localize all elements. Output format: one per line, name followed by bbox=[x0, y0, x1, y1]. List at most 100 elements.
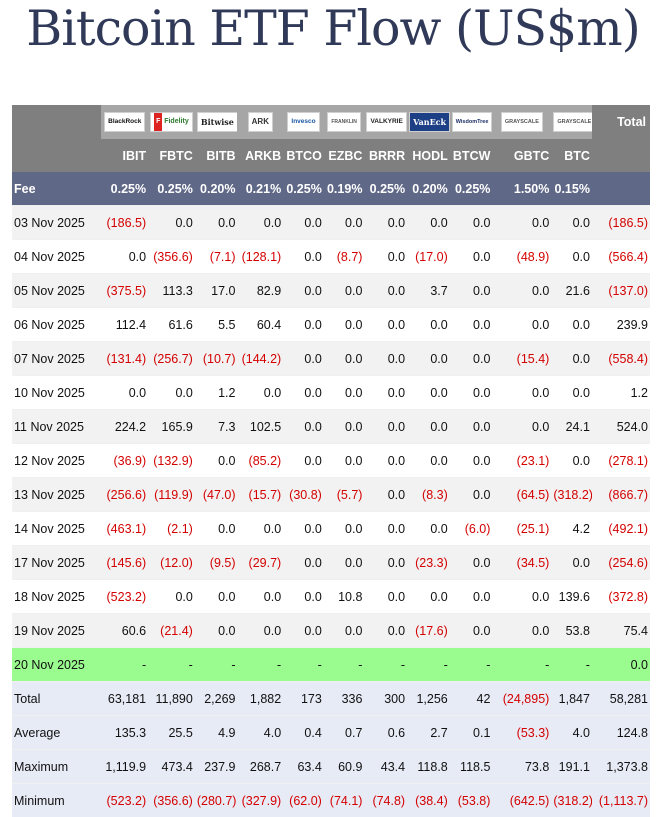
grayscale-logo: GRAYSCALE bbox=[501, 112, 543, 132]
flow-cell: 5.5 bbox=[195, 308, 238, 342]
row-total-cell: (186.5) bbox=[592, 206, 650, 240]
flow-cell: 0.0 bbox=[364, 206, 407, 240]
flow-cell: 0.0 bbox=[324, 444, 365, 478]
row-total-cell: 239.9 bbox=[592, 308, 650, 342]
flow-cell: 0.0 bbox=[148, 376, 195, 410]
flow-cell: (48.9) bbox=[492, 240, 551, 274]
fee-cell: 1.50% bbox=[492, 172, 551, 206]
fee-cell: 0.25% bbox=[364, 172, 407, 206]
ark-invest-logo: ARK bbox=[248, 112, 273, 132]
flow-cell: 2,269 bbox=[195, 682, 238, 716]
flow-cell: 237.9 bbox=[195, 750, 238, 784]
flow-cell: 300 bbox=[364, 682, 407, 716]
flow-cell: 82.9 bbox=[237, 274, 283, 308]
page-title: Bitcoin ETF Flow (US$m) bbox=[0, 0, 666, 58]
flow-cell: 25.5 bbox=[148, 716, 195, 750]
row-label: 13 Nov 2025 bbox=[12, 478, 101, 512]
flow-cell: - bbox=[407, 648, 450, 682]
row-total-cell: (254.6) bbox=[592, 546, 650, 580]
issuer-logo-cell: GRAYSCALE bbox=[551, 105, 592, 139]
flow-cell: 0.0 bbox=[195, 444, 238, 478]
row-label: 03 Nov 2025 bbox=[12, 206, 101, 240]
flow-cell: 0.0 bbox=[450, 206, 493, 240]
flow-cell: - bbox=[237, 648, 283, 682]
flow-cell: 268.7 bbox=[237, 750, 283, 784]
flow-cell: 1.2 bbox=[195, 376, 238, 410]
blackrock-logo: BlackRock bbox=[104, 112, 145, 132]
flow-cell: 0.0 bbox=[551, 240, 592, 274]
flow-cell: (356.6) bbox=[148, 784, 195, 817]
issuer-logo-cell: VALKYRIE bbox=[364, 105, 407, 139]
franklin-templeton-logo: FRANKLIN bbox=[327, 112, 361, 132]
flow-cell: 191.1 bbox=[551, 750, 592, 784]
flow-cell: 17.0 bbox=[195, 274, 238, 308]
flow-cell: 0.0 bbox=[450, 614, 493, 648]
flow-cell: 7.3 bbox=[195, 410, 238, 444]
flow-cell: 10.8 bbox=[324, 580, 365, 614]
flow-cell: (23.3) bbox=[407, 546, 450, 580]
flow-cell: 0.0 bbox=[407, 444, 450, 478]
flow-cell: 3.7 bbox=[407, 274, 450, 308]
flow-cell: 0.0 bbox=[551, 376, 592, 410]
bitwise-logo: Bitwise bbox=[197, 112, 238, 132]
flow-cell: (53.3) bbox=[492, 716, 551, 750]
flow-cell: (356.6) bbox=[148, 240, 195, 274]
flow-cell: 102.5 bbox=[237, 410, 283, 444]
flow-cell: 0.0 bbox=[407, 376, 450, 410]
row-total-cell: 0.0 bbox=[592, 648, 650, 682]
flow-cell: 0.0 bbox=[492, 410, 551, 444]
flow-cell: (62.0) bbox=[283, 784, 324, 817]
table-row: Minimum(523.2)(356.6)(280.7)(327.9)(62.0… bbox=[12, 784, 650, 817]
issuer-logo-cell: WisdomTree bbox=[450, 105, 493, 139]
row-label: 11 Nov 2025 bbox=[12, 410, 101, 444]
row-total-cell: (558.4) bbox=[592, 342, 650, 376]
issuer-logo-cell: FRANKLIN bbox=[324, 105, 365, 139]
flow-cell: (318.2) bbox=[551, 478, 592, 512]
valkyrie-logo: VALKYRIE bbox=[366, 112, 406, 132]
flow-cell: 0.0 bbox=[237, 376, 283, 410]
issuer-logo-cell: BlackRock bbox=[101, 105, 148, 139]
flow-cell: 135.3 bbox=[101, 716, 148, 750]
flow-cell: 73.8 bbox=[492, 750, 551, 784]
flow-cell: (34.5) bbox=[492, 546, 551, 580]
flow-cell: 53.8 bbox=[551, 614, 592, 648]
flow-cell: 1,119.9 bbox=[101, 750, 148, 784]
ticker-header: BITB bbox=[195, 139, 238, 172]
flow-cell: 0.0 bbox=[364, 240, 407, 274]
flow-cell: - bbox=[195, 648, 238, 682]
flow-cell: (17.0) bbox=[407, 240, 450, 274]
flow-cell: - bbox=[324, 648, 365, 682]
table-row: 20 Nov 2025-----------0.0 bbox=[12, 648, 650, 682]
flow-cell: (85.2) bbox=[237, 444, 283, 478]
fee-label: Fee bbox=[12, 172, 101, 206]
flow-cell: 60.9 bbox=[324, 750, 365, 784]
flow-cell: 0.0 bbox=[364, 580, 407, 614]
row-label: Maximum bbox=[12, 750, 101, 784]
flow-cell: 0.0 bbox=[101, 240, 148, 274]
flow-cell: (186.5) bbox=[101, 206, 148, 240]
flow-cell: 60.4 bbox=[237, 308, 283, 342]
flow-cell: 4.0 bbox=[237, 716, 283, 750]
flow-cell: 42 bbox=[450, 682, 493, 716]
flow-cell: 61.6 bbox=[148, 308, 195, 342]
flow-cell: (256.6) bbox=[101, 478, 148, 512]
flow-cell: 0.0 bbox=[364, 376, 407, 410]
corner-cell bbox=[12, 105, 101, 139]
flow-cell: 1,256 bbox=[407, 682, 450, 716]
flow-cell: 0.4 bbox=[283, 716, 324, 750]
flow-cell: - bbox=[364, 648, 407, 682]
flow-cell: (8.7) bbox=[324, 240, 365, 274]
flow-cell: 0.0 bbox=[492, 580, 551, 614]
flow-cell: (12.0) bbox=[148, 546, 195, 580]
flow-cell: (9.5) bbox=[195, 546, 238, 580]
flow-cell: (30.8) bbox=[283, 478, 324, 512]
flow-cell: 0.0 bbox=[450, 410, 493, 444]
row-label: 04 Nov 2025 bbox=[12, 240, 101, 274]
